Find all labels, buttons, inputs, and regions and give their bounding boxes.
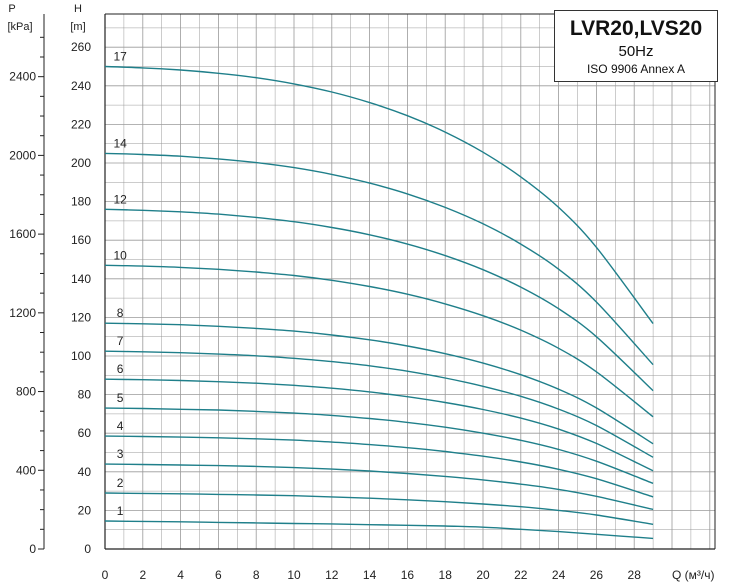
curve-label-10: 10 [113,248,127,262]
curve-2 [104,492,654,525]
h-tick-label: 80 [78,388,92,402]
chart-title: LVR20,LVS20 [569,17,703,40]
p-axis-title: P [8,3,15,15]
chart-legend-box: LVR20,LVS20 50Hz ISO 9906 Annex A [554,10,718,82]
curve-1 [104,520,654,540]
curve-label-5: 5 [117,391,124,405]
curve-5 [104,407,654,485]
x-tick-label: 24 [552,568,566,582]
h-tick-label: 20 [78,503,92,517]
chart-standard: ISO 9906 Annex A [586,62,686,76]
x-tick-label: 14 [363,568,377,582]
x-tick-label: 16 [401,568,415,582]
p-tick-label: 1600 [9,227,36,241]
h-tick-label: 60 [78,426,92,440]
curve-label-4: 4 [117,419,124,433]
curve-6 [104,378,654,472]
axis-layer [38,13,716,550]
grid-layer [104,14,715,550]
h-tick-label: 180 [71,195,91,209]
h-tick-label: 220 [71,117,91,131]
x-tick-label: 4 [177,568,184,582]
x-axis-title: Q (м³/ч) [672,568,715,582]
x-tick-label: 8 [253,568,260,582]
x-tick-label: 28 [628,568,642,582]
curve-label-1: 1 [117,504,124,518]
curve-label-7: 7 [117,334,124,348]
h-tick-label: 260 [71,40,91,54]
h-tick-label: 100 [71,349,91,363]
p-tick-label: 800 [16,385,36,399]
x-tick-label: 6 [215,568,222,582]
h-tick-label: 0 [84,542,91,556]
curve-4 [104,435,654,498]
curve-label-14: 14 [113,136,127,150]
h-axis-title: H [74,3,82,15]
h-tick-label: 140 [71,272,91,286]
x-tick-label: 2 [139,568,146,582]
h-tick-label: 240 [71,79,91,93]
p-tick-label: 2400 [9,70,36,84]
curve-label-2: 2 [117,476,124,490]
chart-subtitle: 50Hz [618,43,654,60]
curve-label-3: 3 [117,447,124,461]
curve-label-17: 17 [113,50,127,64]
curve-12 [104,208,654,392]
curve-7 [104,350,654,458]
h-tick-label: 120 [71,310,91,324]
h-tick-label: 40 [78,465,92,479]
p-axis-unit: [kPa] [7,21,32,33]
x-tick-label: 0 [102,568,109,582]
x-tick-label: 26 [590,568,604,582]
x-tick-label: 22 [514,568,528,582]
p-tick-label: 2000 [9,148,36,162]
curve-3 [104,463,654,511]
curve-layer [104,65,654,540]
curve-17 [104,65,654,325]
x-tick-label: 18 [439,568,453,582]
curve-8 [104,322,654,445]
x-tick-label: 10 [287,568,301,582]
p-tick-label: 400 [16,463,36,477]
h-tick-label: 160 [71,233,91,247]
label-layer: 0204060801001201401601802002202402600400… [7,3,714,582]
curve-label-6: 6 [117,362,124,376]
curve-label-8: 8 [117,306,124,320]
curve-10 [104,264,654,418]
h-tick-label: 200 [71,156,91,170]
p-tick-label: 0 [29,542,36,556]
p-tick-label: 1200 [9,306,36,320]
x-tick-label: 20 [476,568,490,582]
curve-14 [104,152,654,366]
curve-label-12: 12 [113,192,127,206]
h-axis-unit: [m] [70,21,85,33]
x-tick-label: 12 [325,568,339,582]
